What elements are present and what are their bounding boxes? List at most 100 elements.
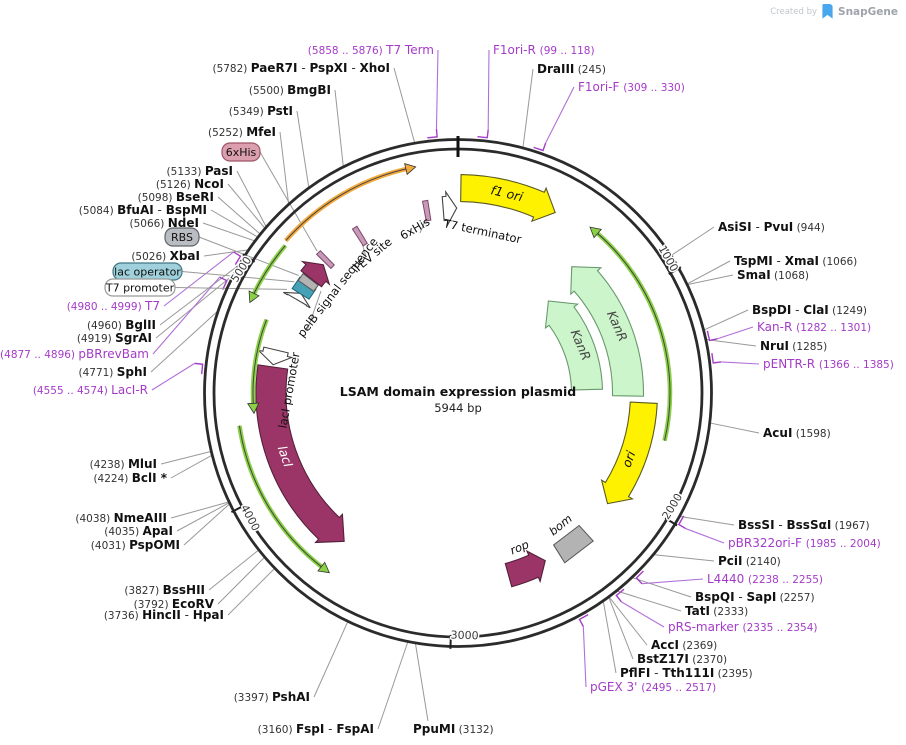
primer-label-f1ori-f[interactable]: F1ori-F (309 .. 330) bbox=[578, 80, 685, 94]
feature-label-t7-terminator: T7 terminator bbox=[441, 216, 523, 246]
enzyme-label-paer7i-pspxi-xhoi[interactable]: (5782) PaeR7I - PspXI - XhoI bbox=[212, 61, 390, 75]
feature-his-tag-c[interactable] bbox=[421, 199, 432, 222]
primer-mark-pbr322ori-f bbox=[677, 515, 687, 530]
enzyme-label-bfuai-bspmi[interactable]: (5084) BfuAI - BspMI bbox=[79, 203, 207, 217]
enzyme-label-bcli[interactable]: (4224) BclI * bbox=[93, 471, 167, 485]
enzyme-label-asisi-pvui[interactable]: AsiSI - PvuI (944) bbox=[718, 220, 825, 234]
primer-mark-prs-marker bbox=[615, 588, 625, 603]
primer-mark-pgex-3 bbox=[578, 614, 589, 627]
primer-label-pbrrevbam[interactable]: (4877 .. 4896) pBRrevBam bbox=[0, 347, 149, 361]
enzyme-label-sphi[interactable]: (4771) SphI bbox=[78, 365, 147, 379]
enzyme-label-nmeaiii[interactable]: (4038) NmeAIII bbox=[75, 511, 167, 525]
enzyme-leader-fspi-fspai bbox=[377, 641, 409, 730]
enzyme-label-bstz17i[interactable]: BstZ17I (2370) bbox=[637, 652, 727, 666]
feature-t7-promoter[interactable] bbox=[283, 291, 311, 309]
primer-leader-f1ori-r bbox=[487, 49, 490, 130]
enzyme-label-xbai[interactable]: (5026) XbaI bbox=[131, 249, 200, 263]
feature-his-tag-n[interactable] bbox=[315, 249, 335, 270]
enzyme-label-ppumi[interactable]: PpuMI (3132) bbox=[413, 722, 494, 736]
enzyme-leader-nrui bbox=[705, 339, 757, 347]
enzyme-label-pshai[interactable]: (3397) PshAI bbox=[234, 690, 310, 704]
badge-6xhis[interactable] bbox=[221, 142, 261, 162]
enzyme-leader-bmgbi bbox=[334, 89, 344, 167]
feature-f1-ori[interactable] bbox=[460, 173, 556, 223]
primer-label-l4440[interactable]: L4440 (2238 .. 2255) bbox=[707, 572, 823, 586]
primer-mark-l4440 bbox=[635, 570, 644, 585]
primer-mark-f1ori-r bbox=[477, 129, 489, 139]
enzyme-label-tati[interactable]: TatI (2333) bbox=[685, 604, 748, 618]
enzyme-label-apai[interactable]: (4035) ApaI bbox=[104, 524, 173, 538]
feature-t7-terminator[interactable] bbox=[441, 189, 458, 227]
primer-leader-pbr322ori-f bbox=[685, 528, 725, 544]
primer-label-kan-r[interactable]: Kan-R (1282 .. 1301) bbox=[757, 320, 871, 334]
feature-rop[interactable] bbox=[504, 549, 546, 588]
enzyme-label-bspdi-clai[interactable]: BspDI - ClaI (1249) bbox=[752, 303, 867, 317]
enzyme-label-bsssi-bsss-i[interactable]: BssSI - BssSαI (1967) bbox=[738, 518, 870, 532]
enzyme-label-mlui[interactable]: (4238) MluI bbox=[90, 457, 157, 471]
primer-label-pentr-r[interactable]: pENTR-R (1366 .. 1385) bbox=[763, 357, 894, 371]
feature-label-laci-laci: lacI bbox=[275, 444, 296, 470]
enzyme-leader-apai bbox=[176, 502, 230, 532]
plasmid-size: 5944 bp bbox=[434, 401, 482, 415]
enzyme-label-pspomi[interactable]: (4031) PspOMI bbox=[91, 538, 180, 552]
feature-ori[interactable] bbox=[600, 401, 658, 505]
enzyme-leader-mfei bbox=[279, 131, 290, 205]
enzyme-leader-pflfi-tth111i bbox=[602, 600, 617, 674]
primer-label-prs-marker[interactable]: pRS-marker (2335 .. 2354) bbox=[668, 620, 818, 634]
badge-label-rbs: RBS bbox=[171, 231, 193, 244]
enzyme-label-hincii-hpai[interactable]: (3736) HincII - HpaI bbox=[104, 608, 224, 622]
enzyme-leader-tati bbox=[616, 590, 682, 612]
enzyme-label-bspqi-sapi[interactable]: BspQI - SapI (2257) bbox=[695, 590, 815, 604]
enzyme-leader-bstz17i bbox=[608, 596, 634, 660]
primer-leader-kan-r bbox=[717, 326, 754, 340]
enzyme-label-ncoi[interactable]: (5126) NcoI bbox=[156, 177, 224, 191]
enzyme-label-sgrai[interactable]: (4919) SgrAI bbox=[77, 331, 152, 345]
credit-brand: SnapGene bbox=[838, 5, 898, 18]
badge-rbs[interactable] bbox=[164, 227, 200, 247]
enzyme-label-bsshii[interactable]: (3827) BssHII bbox=[124, 583, 205, 597]
feature-tev-site[interactable] bbox=[351, 225, 368, 247]
badge-label-lac-operator: lac operator bbox=[114, 266, 181, 279]
enzyme-label-pflfi-tth111i[interactable]: PflFI - Tth111I (2395) bbox=[620, 666, 753, 680]
enzyme-label-smai[interactable]: SmaI (1068) bbox=[737, 268, 809, 282]
leader-lines-layer bbox=[150, 49, 760, 730]
primer-label-f1ori-r[interactable]: F1ori-R (99 .. 118) bbox=[493, 43, 595, 57]
primer-label-pbr322ori-f[interactable]: pBR322ori-F (1985 .. 2004) bbox=[728, 536, 881, 550]
feature-laci[interactable] bbox=[255, 364, 345, 544]
primer-leader-f1ori-f bbox=[545, 86, 575, 144]
enzyme-label-pcii[interactable]: PciI (2140) bbox=[718, 554, 781, 568]
enzyme-leader-pshai bbox=[313, 621, 349, 698]
feature-rbs[interactable] bbox=[297, 272, 319, 293]
enzyme-label-bglii[interactable]: (4960) BglII bbox=[87, 318, 156, 332]
enzyme-label-bseri[interactable]: (5098) BseRI bbox=[138, 190, 214, 204]
enzyme-leader-paer7i-pspxi-xhoi bbox=[393, 67, 416, 144]
primer-label-pgex-3[interactable]: pGEX 3' (2495 .. 2517) bbox=[590, 680, 716, 694]
primer-label-t7-term[interactable]: (5858 .. 5876) T7 Term bbox=[308, 43, 434, 57]
feature-kanr-gene-arc-arrowhead bbox=[589, 226, 603, 239]
enzyme-leader-pcii bbox=[653, 554, 715, 562]
enzyme-label-pasi[interactable]: (5133) PasI bbox=[167, 164, 233, 178]
feature-bom[interactable] bbox=[552, 524, 595, 564]
primer-label-t7[interactable]: (4980 .. 4999) T7 bbox=[67, 299, 160, 313]
enzyme-label-mfei[interactable]: (5252) MfeI bbox=[208, 125, 276, 139]
enzyme-label-nrui[interactable]: NruI (1285) bbox=[760, 339, 827, 353]
enzyme-label-ndei[interactable]: (5066) NdeI bbox=[129, 216, 199, 230]
feature-kanr-inner[interactable] bbox=[544, 300, 604, 391]
feature-laci-promoter[interactable] bbox=[256, 346, 294, 366]
enzyme-label-draiii[interactable]: DraIII (245) bbox=[537, 62, 606, 76]
enzyme-leader-acci bbox=[608, 596, 648, 646]
badge-t7-promoter[interactable] bbox=[104, 278, 176, 297]
enzyme-label-ecorv[interactable]: (3792) EcoRV bbox=[134, 597, 215, 611]
enzyme-label-acci[interactable]: AccI (2369) bbox=[651, 638, 717, 652]
primer-label-laci-r[interactable]: (4555 .. 4574) LacI-R bbox=[33, 383, 148, 397]
enzyme-label-tspmi-xmai[interactable]: TspMI - XmaI (1066) bbox=[734, 254, 857, 268]
enzyme-label-psti[interactable]: (5349) PstI bbox=[229, 104, 293, 118]
feature-pelb-signal[interactable] bbox=[300, 260, 331, 288]
enzyme-label-fspi-fspai[interactable]: (3160) FspI - FspAI bbox=[258, 722, 374, 736]
feature-kanr-outer[interactable] bbox=[570, 266, 645, 397]
enzyme-label-bmgbi[interactable]: (5500) BmgBI bbox=[249, 83, 331, 97]
enzyme-leader-bglii bbox=[159, 264, 240, 326]
position-tick-2000 bbox=[664, 517, 678, 527]
enzyme-label-acui[interactable]: AcuI (1598) bbox=[763, 426, 831, 440]
